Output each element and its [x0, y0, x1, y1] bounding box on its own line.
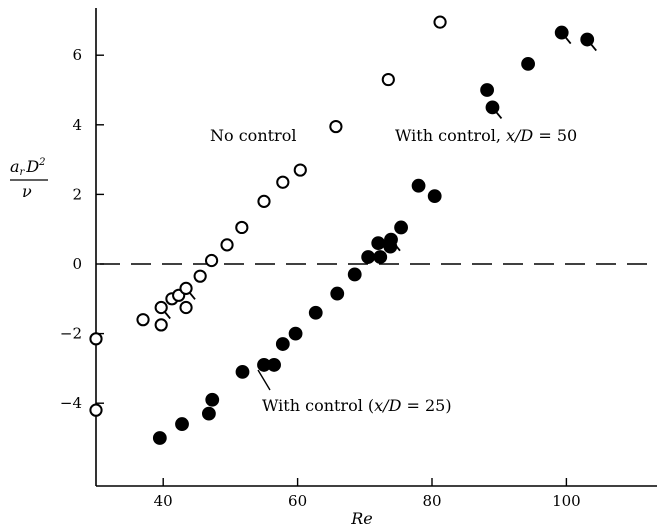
filled-data-point: [480, 83, 495, 97]
open-data-point: [381, 72, 395, 87]
open-data-point: [89, 403, 103, 417]
x-tick-label: 100: [552, 492, 581, 510]
open-data-point: [136, 313, 150, 327]
filled-data-point: [175, 417, 189, 431]
y-tick-label: 2: [72, 185, 82, 203]
y-tick-label: 4: [72, 116, 82, 134]
filled-data-point: [152, 431, 167, 445]
open-data-point: [89, 332, 103, 346]
filled-data-point: [201, 406, 216, 421]
filled-data-point: [485, 100, 500, 115]
filled-data-point: [427, 189, 442, 204]
y-axis-label-numerator: ar D2: [10, 157, 46, 178]
filled-data-point: [394, 220, 408, 235]
open-data-point: [154, 300, 168, 315]
filled-data-point: [371, 236, 386, 251]
x-tick-label: 80: [422, 492, 441, 510]
annotation-with-control-50: With control, x/D = 50: [395, 126, 577, 145]
open-data-point: [220, 238, 234, 252]
x-tick-label: 60: [288, 492, 307, 510]
annotation-no-control: No control: [210, 126, 296, 145]
x-tick-label: 40: [154, 492, 173, 510]
filled-data-point: [288, 326, 303, 341]
filled-data-point: [308, 305, 323, 320]
open-data-point: [276, 175, 290, 189]
y-tick-label: −4: [60, 394, 82, 412]
open-data-point: [293, 163, 307, 177]
x-axis-label: Re: [350, 509, 373, 528]
filled-data-point: [330, 286, 345, 301]
filled-data-point: [267, 358, 281, 372]
data-points: [89, 15, 595, 445]
open-data-point: [329, 119, 343, 134]
open-data-point: [257, 194, 271, 208]
y-tick-label: 0: [72, 255, 82, 273]
filled-data-point: [347, 267, 362, 282]
y-axis-label: ar D2 ν: [10, 157, 48, 201]
y-tick-label: −2: [60, 325, 82, 343]
filled-data-point: [205, 392, 220, 407]
annotation-with-control-25: With control (x/D = 25): [262, 396, 452, 415]
filled-data-point: [373, 250, 388, 264]
annotation-leader-25: [257, 369, 271, 391]
filled-data-point: [554, 25, 569, 40]
filled-data-point: [384, 232, 398, 247]
filled-data-point: [411, 178, 426, 193]
y-tick-label: 6: [72, 46, 82, 64]
point-flags: [160, 32, 597, 320]
open-data-point: [204, 253, 219, 268]
open-data-point: [179, 300, 193, 315]
axis-ticks: 40 60 80 100 −4 −2 0 2 4 6: [60, 46, 581, 510]
filled-data-point: [521, 57, 535, 71]
open-data-point: [193, 269, 207, 283]
filled-data-point: [275, 337, 290, 351]
filled-data-point: [235, 364, 250, 379]
open-data-point: [433, 15, 447, 29]
open-data-point: [179, 281, 193, 295]
filled-data-point: [580, 32, 595, 47]
open-data-point: [235, 220, 249, 235]
y-axis-label-denominator: ν: [22, 182, 32, 201]
open-data-point: [154, 318, 168, 332]
filled-data-point: [361, 250, 376, 264]
